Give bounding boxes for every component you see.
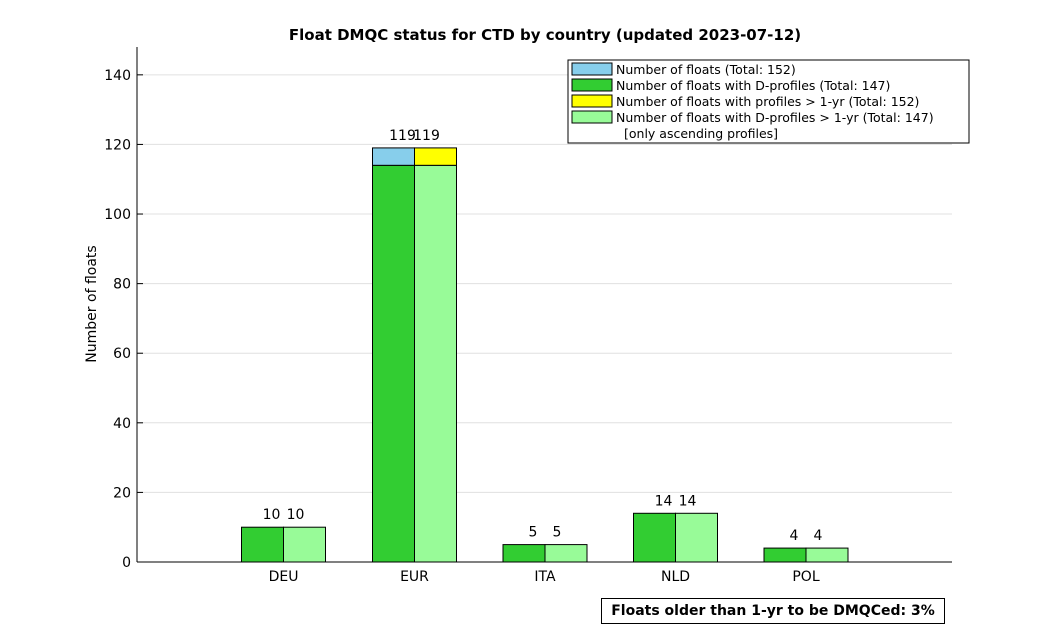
bar-value-label: 14 — [679, 493, 697, 509]
bar-value-label: 5 — [529, 525, 538, 541]
x-tick-label: NLD — [661, 569, 690, 585]
x-tick-label: DEU — [269, 569, 299, 585]
bar-d-profiles-1yr — [283, 526, 326, 563]
bar-d-profiles-1yr — [675, 512, 718, 563]
bar-d-profiles — [763, 547, 807, 563]
x-tick-label: ITA — [534, 569, 556, 585]
x-tick-label: POL — [792, 569, 819, 585]
bar-d-profiles — [372, 164, 415, 563]
bar-value-label: 119 — [413, 128, 440, 144]
legend-entry: Number of floats with profiles > 1-yr (T… — [616, 94, 919, 109]
bar-d-profiles-1yr — [414, 164, 457, 563]
chart-title: Float DMQC status for CTD by country (up… — [289, 26, 801, 44]
legend-swatch — [571, 78, 613, 92]
bar-d-profiles — [241, 526, 284, 563]
legend-swatch — [571, 62, 613, 76]
bar-value-label: 10 — [263, 507, 281, 523]
legend-entry: Number of floats with D-profiles (Total:… — [616, 78, 890, 93]
bar-value-label: 4 — [814, 528, 823, 544]
legend: Number of floats (Total: 152)Number of f… — [567, 59, 970, 144]
y-tick-label: 140 — [104, 68, 131, 84]
y-tick-label: 0 — [122, 555, 131, 571]
legend-entry: Number of floats (Total: 152) — [616, 62, 796, 77]
legend-note: [only ascending profiles] — [624, 126, 778, 141]
legend-swatch — [571, 94, 613, 108]
legend-swatch — [571, 110, 613, 124]
y-tick-label: 120 — [104, 137, 131, 153]
y-axis-label: Number of floats — [84, 245, 100, 362]
bar-value-label: 5 — [553, 525, 562, 541]
bar-floats — [372, 147, 415, 166]
y-tick-label: 100 — [104, 207, 131, 223]
legend-box — [567, 59, 970, 144]
bar-d-profiles — [502, 544, 546, 563]
bar-value-label: 4 — [790, 528, 799, 544]
bar-profiles-1yr — [414, 147, 457, 166]
bar-d-profiles-1yr — [544, 544, 588, 563]
y-tick-label: 80 — [113, 277, 131, 293]
bar-d-profiles — [633, 512, 676, 563]
axes: 0 20 40 60 80 100 120 140 DEU EUR ITA NLD POL — [104, 47, 952, 585]
gridlines — [137, 74, 952, 493]
bar-d-profiles-1yr — [805, 547, 849, 563]
y-tick-label: 20 — [113, 485, 131, 501]
y-tick-label: 40 — [113, 416, 131, 432]
dmqc-footer-note: Floats older than 1-yr to be DMQCed: 3% — [601, 598, 945, 624]
bar-value-label: 14 — [655, 493, 673, 509]
legend-entry: Number of floats with D-profiles > 1-yr … — [616, 110, 934, 125]
y-tick-label: 60 — [113, 346, 131, 362]
bar-value-label: 10 — [287, 507, 305, 523]
x-tick-label: EUR — [400, 569, 429, 585]
bar-value-label: 119 — [389, 128, 416, 144]
